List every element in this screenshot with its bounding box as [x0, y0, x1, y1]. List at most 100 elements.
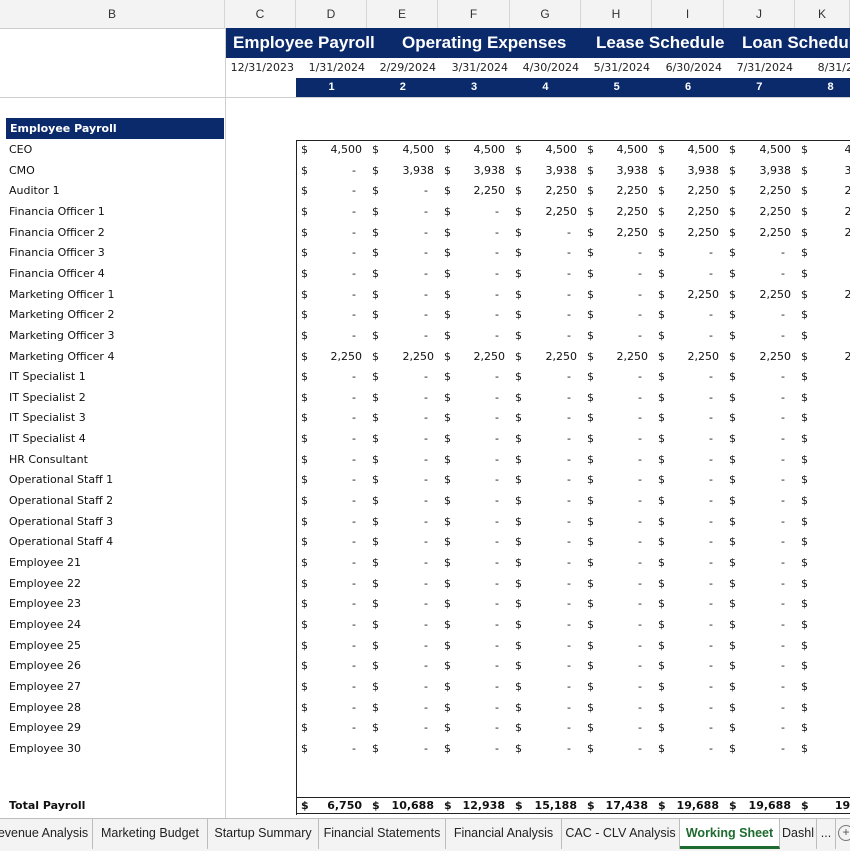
value-cell[interactable]: 2,250 [687, 184, 720, 198]
value-cell[interactable]: - [352, 411, 356, 425]
value-cell[interactable]: - [424, 266, 428, 280]
sheet-tab[interactable]: Dashl [780, 819, 817, 849]
value-cell[interactable]: - [567, 328, 571, 342]
value-cell[interactable]: - [424, 617, 428, 631]
value-cell[interactable]: - [796, 597, 850, 610]
value-cell[interactable]: - [796, 515, 850, 528]
value-cell[interactable]: - [796, 721, 850, 734]
value-cell[interactable]: - [796, 701, 850, 714]
value-cell[interactable]: - [796, 370, 850, 383]
value-cell[interactable]: 3,938 [759, 163, 792, 177]
sheet-tab[interactable]: ... [817, 819, 836, 849]
value-cell[interactable]: - [424, 287, 428, 301]
value-cell[interactable]: 4,500 [687, 143, 720, 156]
value-cell[interactable]: - [638, 721, 642, 735]
value-cell[interactable]: - [352, 287, 356, 301]
value-cell[interactable]: 4,500 [616, 143, 649, 156]
value-cell[interactable]: - [709, 576, 713, 590]
sheet-tab[interactable]: Financial Statements [319, 819, 446, 849]
column-header-c[interactable]: C [225, 0, 296, 28]
value-cell[interactable]: 2,250 [545, 184, 578, 198]
value-cell[interactable]: - [709, 535, 713, 549]
value-cell[interactable]: 2,250 [759, 204, 792, 218]
value-cell[interactable]: - [495, 638, 499, 652]
column-header-k[interactable]: K [795, 0, 850, 28]
value-cell[interactable]: 2,250 [687, 287, 720, 301]
value-cell[interactable]: 2,250 [687, 225, 720, 239]
value-cell[interactable]: - [567, 576, 571, 590]
value-cell[interactable]: 2,250 [759, 225, 792, 239]
value-cell[interactable]: - [781, 246, 785, 260]
value-cell[interactable]: - [638, 535, 642, 549]
value-cell[interactable]: - [796, 267, 850, 280]
value-cell[interactable]: 4,500 [473, 143, 506, 156]
value-cell[interactable]: - [709, 721, 713, 735]
value-cell[interactable]: - [424, 535, 428, 549]
value-cell[interactable]: - [495, 370, 499, 384]
value-cell[interactable]: - [424, 184, 428, 198]
value-cell[interactable]: - [709, 556, 713, 569]
add-sheet-icon[interactable]: + [838, 825, 850, 841]
value-cell[interactable]: - [352, 225, 356, 239]
value-cell[interactable]: - [352, 452, 356, 466]
value-cell[interactable]: - [352, 473, 356, 487]
value-cell[interactable]: 2,250 [473, 349, 506, 363]
value-cell[interactable]: - [352, 617, 356, 631]
value-cell[interactable]: - [567, 225, 571, 239]
column-header-e[interactable]: E [367, 0, 438, 28]
value-cell[interactable]: - [424, 576, 428, 590]
value-cell[interactable]: - [495, 266, 499, 280]
value-cell[interactable]: - [796, 494, 850, 507]
value-cell[interactable]: - [709, 266, 713, 280]
value-cell[interactable]: - [352, 163, 356, 177]
value-cell[interactable]: - [709, 370, 713, 384]
value-cell[interactable]: - [495, 659, 499, 673]
column-header-g[interactable]: G [510, 0, 581, 28]
value-cell[interactable]: - [424, 452, 428, 466]
value-cell[interactable]: - [495, 494, 499, 508]
total-value-cell[interactable]: 19,6 [834, 799, 850, 812]
value-cell[interactable]: - [796, 535, 850, 548]
value-cell[interactable]: - [352, 659, 356, 673]
value-cell[interactable]: - [352, 390, 356, 404]
value-cell[interactable]: - [352, 246, 356, 260]
value-cell[interactable]: - [424, 638, 428, 652]
nav-loan-schedule[interactable]: Loan Schedule [742, 33, 850, 52]
value-cell[interactable]: - [567, 659, 571, 673]
value-cell[interactable]: - [567, 638, 571, 652]
value-cell[interactable]: - [495, 225, 499, 239]
value-cell[interactable]: - [709, 700, 713, 714]
value-cell[interactable]: - [495, 452, 499, 466]
total-value-cell[interactable]: 19,688 [676, 799, 719, 812]
value-cell[interactable]: 2,250 [687, 204, 720, 218]
value-cell[interactable]: - [495, 246, 499, 260]
value-cell[interactable]: 2,250 [616, 349, 649, 363]
value-cell[interactable]: - [638, 308, 642, 322]
value-cell[interactable]: - [495, 514, 499, 528]
total-value-cell[interactable]: 6,750 [327, 799, 362, 812]
value-cell[interactable]: - [567, 473, 571, 487]
value-cell[interactable]: 4,500 [545, 143, 578, 156]
value-cell[interactable]: - [424, 721, 428, 735]
value-cell[interactable]: - [424, 741, 428, 755]
value-cell[interactable]: - [796, 556, 850, 569]
value-cell[interactable]: - [638, 679, 642, 693]
value-cell[interactable]: - [796, 473, 850, 486]
value-cell[interactable]: 2,250 [402, 349, 435, 363]
value-cell[interactable]: 2,2 [844, 204, 850, 218]
sheet-tab[interactable]: Marketing Budget [93, 819, 208, 849]
value-cell[interactable]: - [638, 514, 642, 528]
column-header-h[interactable]: H [581, 0, 652, 28]
total-value-cell[interactable]: 10,688 [391, 799, 434, 812]
value-cell[interactable]: - [709, 308, 713, 322]
value-cell[interactable]: - [781, 617, 785, 631]
value-cell[interactable]: - [567, 370, 571, 384]
value-cell[interactable]: 4,500 [402, 143, 435, 156]
value-cell[interactable]: - [638, 411, 642, 425]
value-cell[interactable]: - [352, 494, 356, 508]
value-cell[interactable]: 2,250 [687, 349, 720, 363]
value-cell[interactable]: - [424, 679, 428, 693]
value-cell[interactable]: - [796, 329, 850, 342]
value-cell[interactable]: - [709, 679, 713, 693]
value-cell[interactable]: - [638, 370, 642, 384]
